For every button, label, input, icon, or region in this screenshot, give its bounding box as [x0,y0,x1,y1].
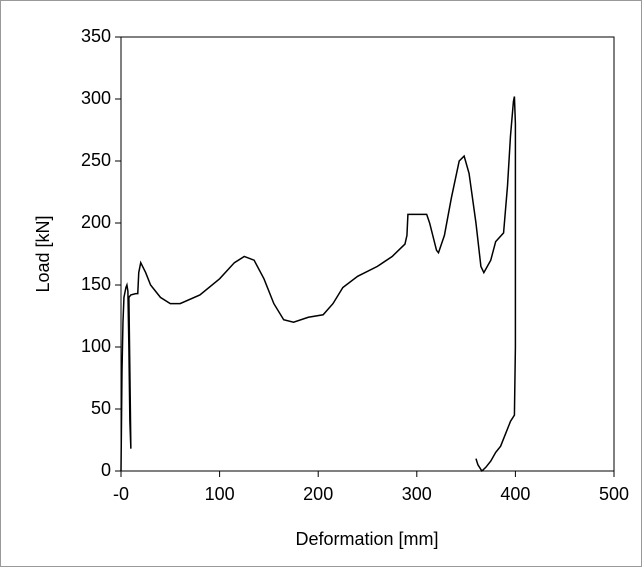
y-tick-label: 350 [81,26,111,46]
x-tick-label: 200 [303,484,333,504]
x-axis-label: Deformation [mm] [295,529,438,549]
data-line [120,96,517,473]
x-tick-label: 100 [205,484,235,504]
x-tick-label: -0 [113,484,129,504]
plot-frame [120,36,615,472]
y-tick-label: 200 [81,212,111,232]
y-tick-label: 100 [81,336,111,356]
x-tick-label: 500 [599,484,629,504]
y-tick-label: 150 [81,274,111,294]
y-tick-label: 250 [81,150,111,170]
y-tick-label: 50 [91,398,111,418]
x-tick-label: 400 [500,484,530,504]
x-tick-label: 300 [402,484,432,504]
y-tick-label: 300 [81,88,111,108]
y-tick-label: 0 [101,460,111,480]
y-axis-label: Load [kN] [33,215,53,292]
